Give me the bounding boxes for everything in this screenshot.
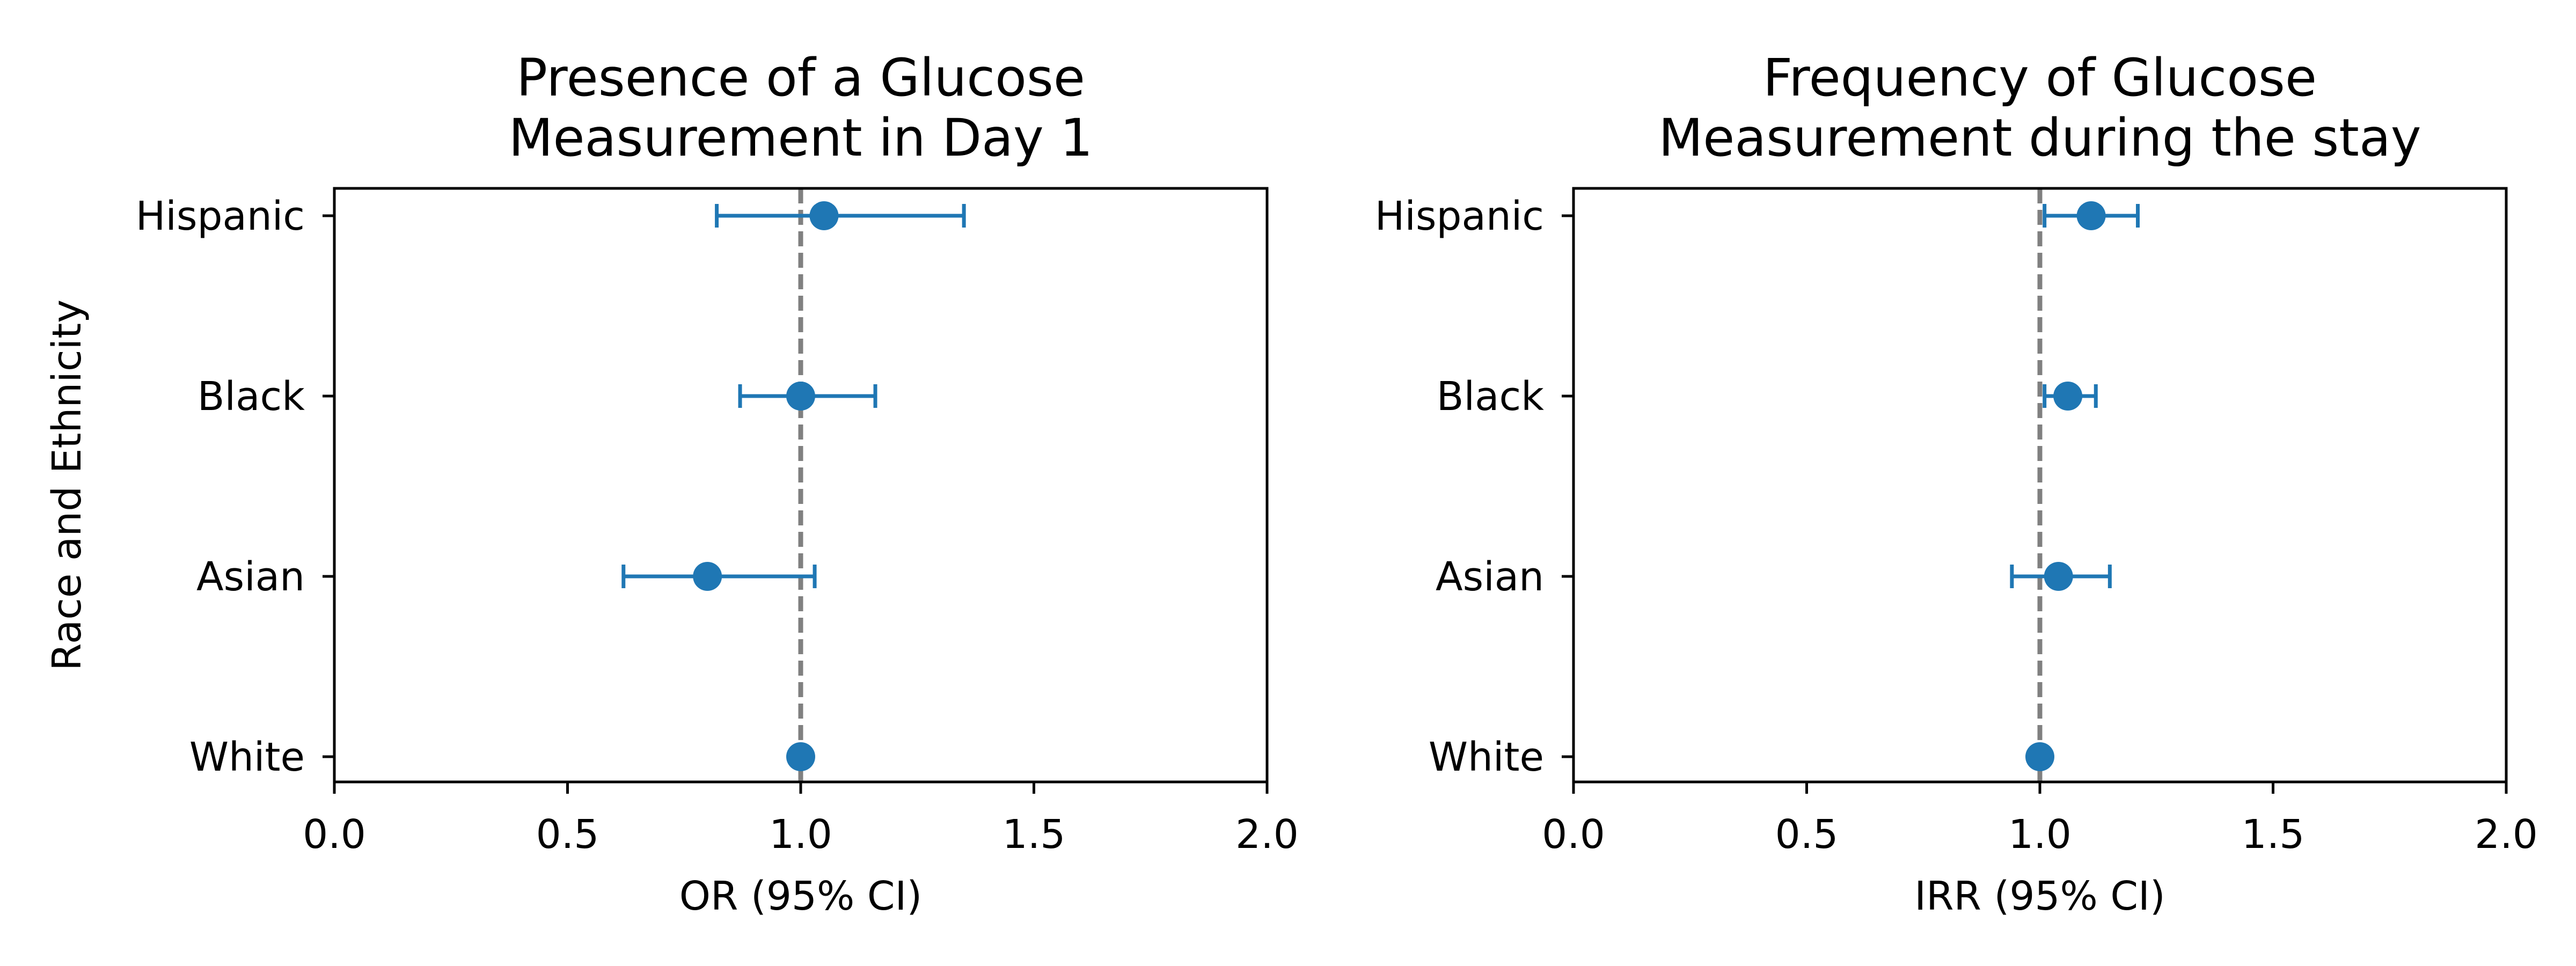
chart-title-line-irr-1: Frequency of Glucose bbox=[1763, 48, 2317, 108]
x-tick-label-irr-0: 0.0 bbox=[1542, 811, 1605, 858]
x-tick-label-irr-3: 1.5 bbox=[2242, 811, 2305, 858]
y-tick-label-irr-hispanic: Hispanic bbox=[1375, 193, 1544, 239]
chart-title-line-or-2: Measurement in Day 1 bbox=[509, 108, 1093, 168]
point-estimate-or-hispanic bbox=[809, 201, 839, 230]
x-axis-label-or: OR (95% CI) bbox=[679, 873, 922, 919]
x-tick-label-or-1: 0.5 bbox=[536, 811, 599, 858]
x-tick-label-or-4: 2.0 bbox=[1235, 811, 1299, 858]
x-axis-label-irr: IRR (95% CI) bbox=[1914, 873, 2165, 919]
y-tick-label-or-hispanic: Hispanic bbox=[136, 193, 305, 239]
point-estimate-irr-black bbox=[2053, 382, 2083, 411]
y-axis-label-or: Race and Ethnicity bbox=[44, 299, 90, 671]
chart-title-line-irr-2: Measurement during the stay bbox=[1658, 108, 2421, 168]
chart-title-line-or-1: Presence of a Glucose bbox=[516, 48, 1085, 108]
x-tick-label-irr-4: 2.0 bbox=[2475, 811, 2538, 858]
y-tick-label-or-white: White bbox=[189, 734, 305, 780]
point-estimate-irr-hispanic bbox=[2076, 201, 2106, 230]
y-tick-label-irr-asian: Asian bbox=[1436, 554, 1544, 600]
x-tick-label-or-0: 0.0 bbox=[303, 811, 366, 858]
x-tick-label-irr-2: 1.0 bbox=[2008, 811, 2072, 858]
x-tick-label-or-3: 1.5 bbox=[1002, 811, 1066, 858]
point-estimate-or-black bbox=[786, 382, 815, 411]
x-tick-label-irr-1: 0.5 bbox=[1775, 811, 1839, 858]
x-tick-label-or-2: 1.0 bbox=[769, 811, 832, 858]
y-tick-label-irr-white: White bbox=[1429, 734, 1544, 780]
y-tick-label-or-black: Black bbox=[197, 374, 305, 420]
point-estimate-irr-asian bbox=[2044, 562, 2073, 591]
point-estimate-or-asian bbox=[693, 562, 722, 591]
point-estimate-or-white bbox=[786, 742, 815, 771]
y-tick-label-or-asian: Asian bbox=[196, 554, 305, 600]
point-estimate-irr-white bbox=[2025, 742, 2054, 771]
y-tick-label-irr-black: Black bbox=[1437, 374, 1544, 420]
